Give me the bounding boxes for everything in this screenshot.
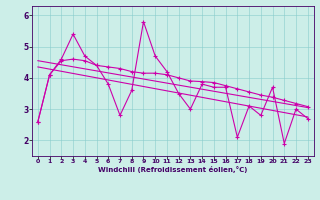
- X-axis label: Windchill (Refroidissement éolien,°C): Windchill (Refroidissement éolien,°C): [98, 166, 247, 173]
